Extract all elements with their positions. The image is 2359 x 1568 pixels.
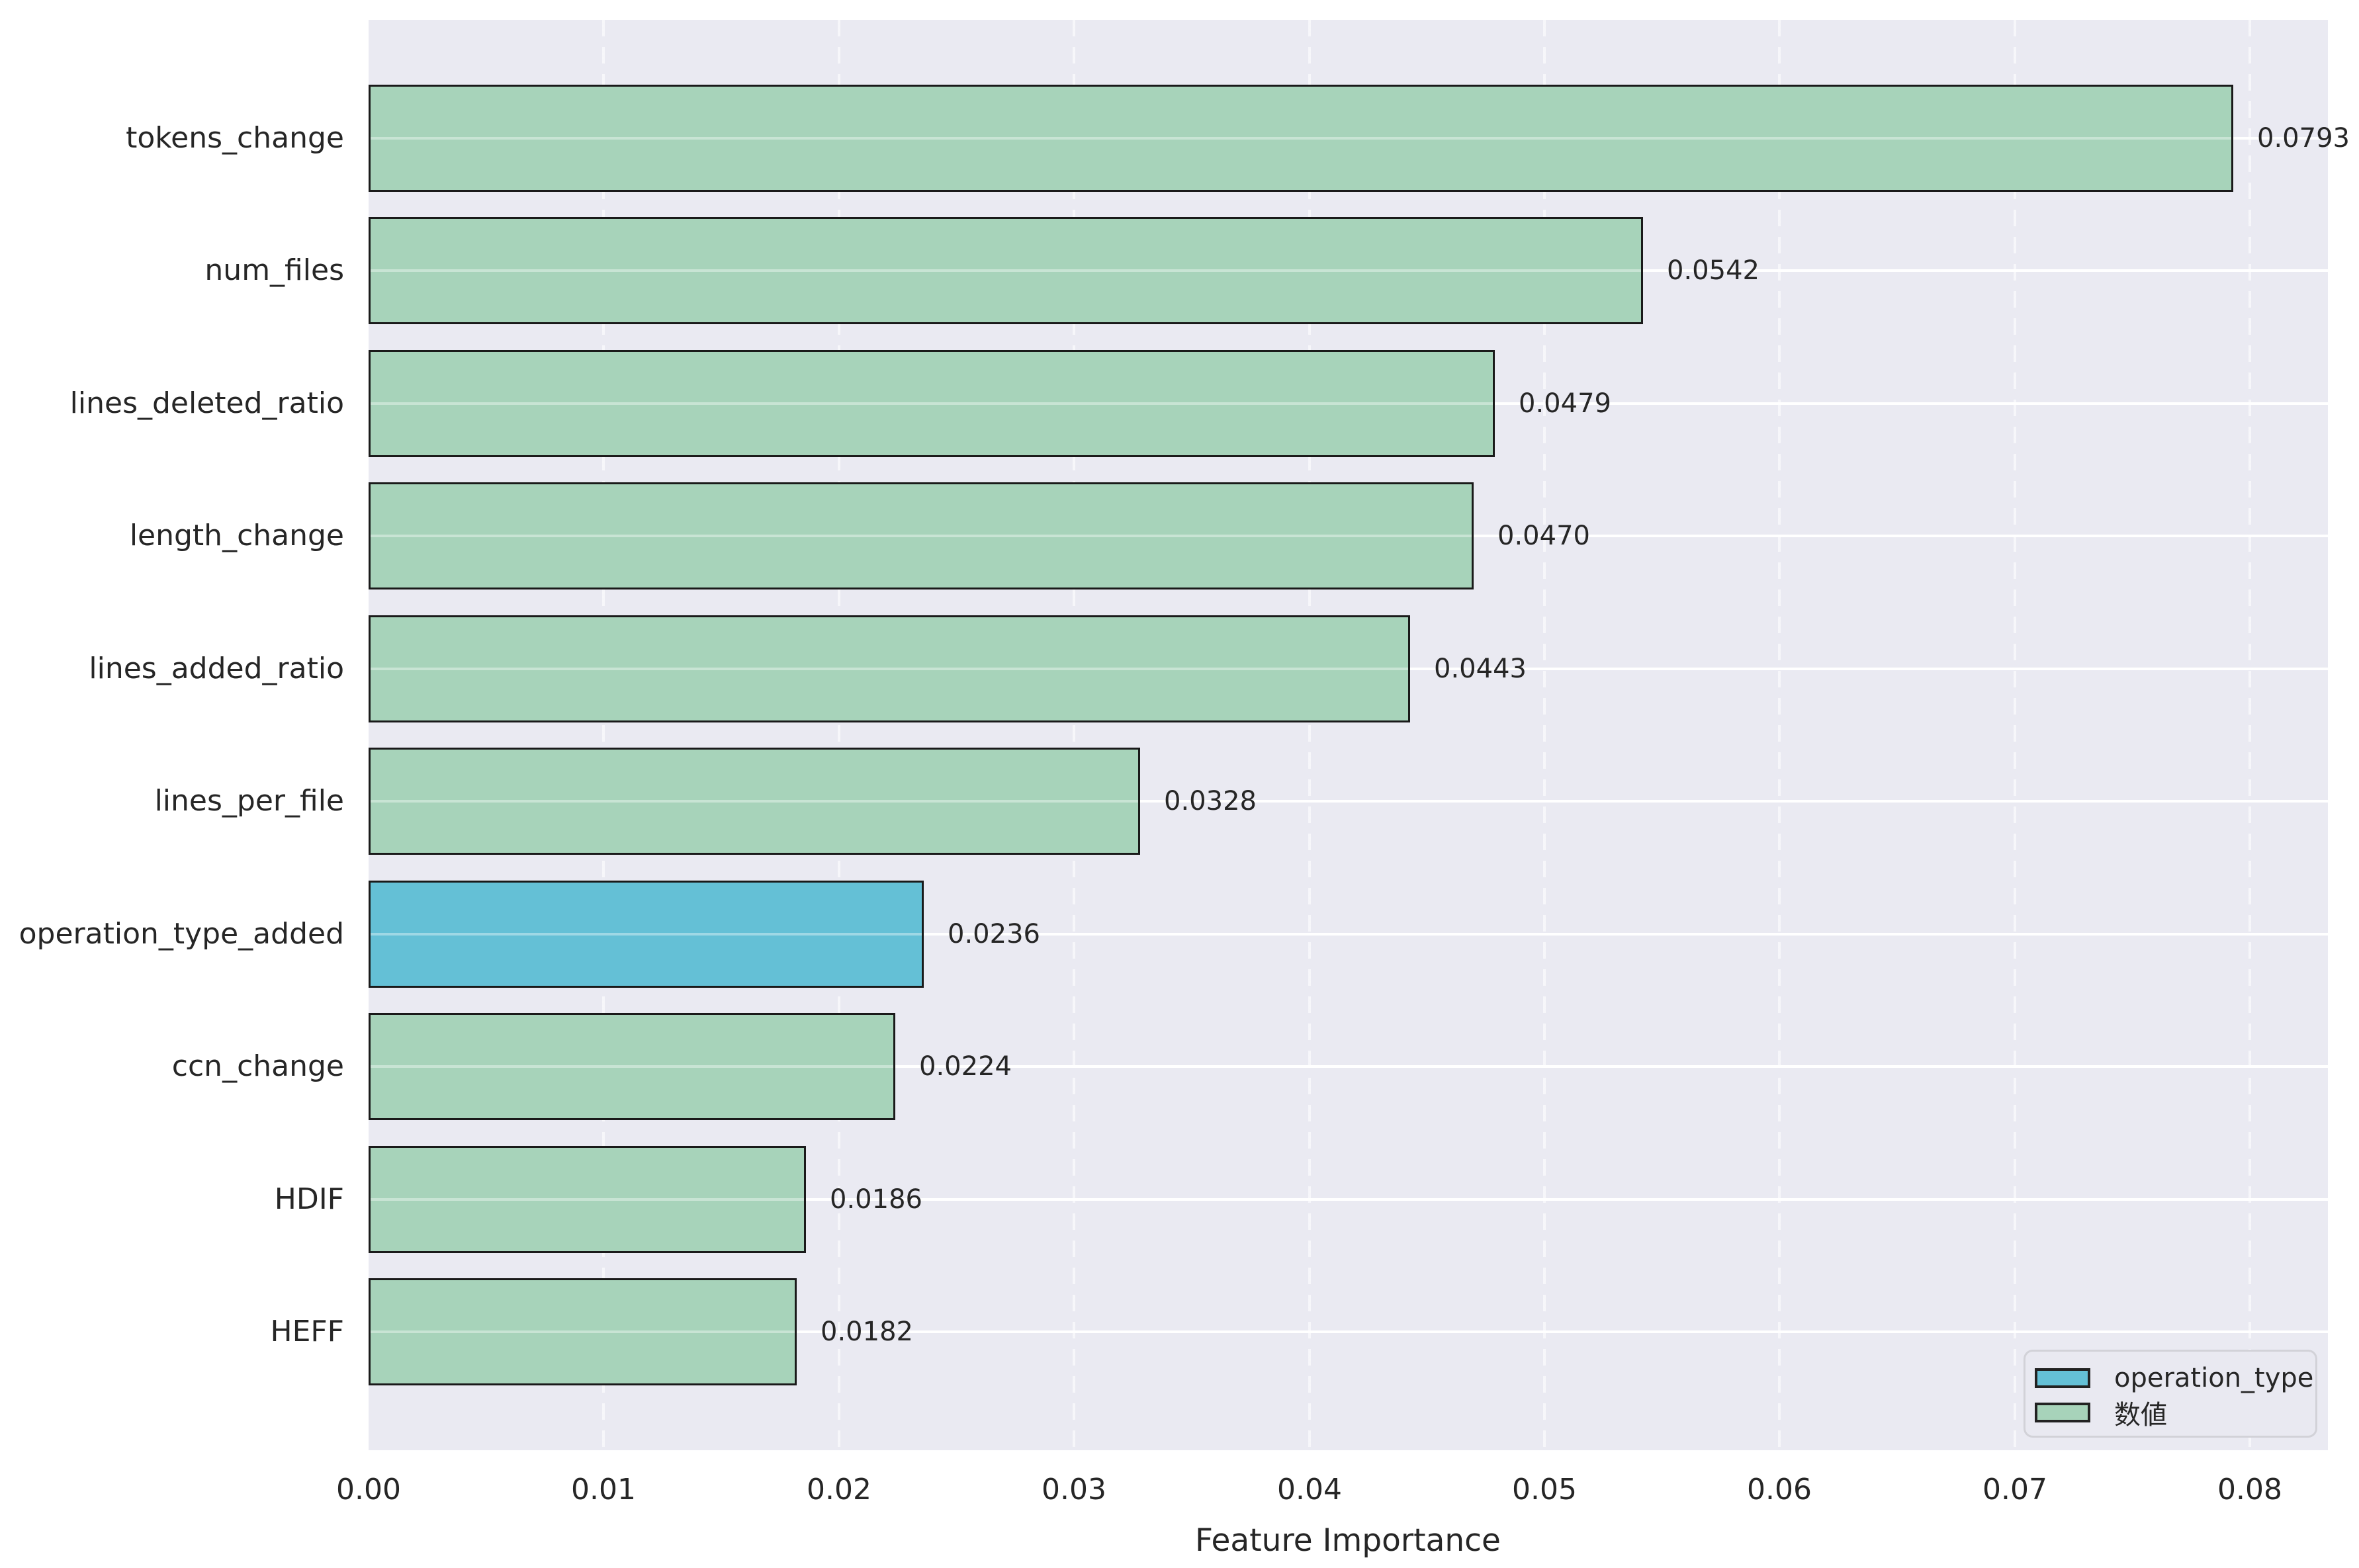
bar-gridline-overlay: [371, 933, 922, 936]
bar-gridline-overlay: [371, 1330, 795, 1333]
bar-value-label: 0.0443: [1434, 654, 1527, 684]
x-gridline: [602, 20, 605, 1450]
bar-value-label: 0.0479: [1519, 388, 1611, 419]
bar-num_files: [369, 217, 1643, 324]
legend-label: operation_type: [2114, 1363, 2314, 1393]
x-gridline: [838, 20, 840, 1450]
y-gridline: [369, 1065, 2328, 1068]
x-tick-label-0.06: 0.06: [1747, 1473, 1812, 1506]
bar-value-label: 0.0793: [2257, 123, 2350, 153]
y-gridline: [369, 1198, 2328, 1201]
y-tick-label-HEFF: HEFF: [270, 1315, 344, 1348]
x-axis-title: Feature Importance: [1195, 1522, 1501, 1559]
legend-swatch-icon: [2035, 1403, 2090, 1422]
bar-value-label: 0.0470: [1497, 521, 1590, 551]
x-tick-label-0.08: 0.08: [2217, 1473, 2282, 1506]
bar-value-label: 0.0224: [919, 1051, 1012, 1082]
y-gridline: [369, 933, 2328, 936]
bar-gridline-overlay: [371, 269, 1641, 272]
y-tick-label-HDIF: HDIF: [274, 1182, 344, 1216]
x-gridline: [2248, 20, 2251, 1450]
y-gridline: [369, 800, 2328, 803]
bar-operation_type_added: [369, 881, 924, 988]
x-gridline: [2014, 20, 2016, 1450]
bar-lines_added_ratio: [369, 615, 1410, 722]
y-tick-label-num_files: num_files: [204, 253, 344, 287]
y-tick-label-tokens_change: tokens_change: [126, 121, 344, 155]
bar-gridline-overlay: [371, 402, 1493, 405]
bar-gridline-overlay: [371, 668, 1408, 670]
bar-tokens_change: [369, 85, 2233, 192]
bar-lines_per_file: [369, 748, 1140, 855]
bar-value-label: 0.0182: [821, 1317, 913, 1347]
legend-entry: operation_type: [2035, 1361, 2315, 1395]
legend-entry: 数値: [2035, 1395, 2315, 1430]
bar-value-label: 0.0186: [830, 1184, 922, 1215]
bar-gridline-overlay: [371, 535, 1472, 537]
x-tick-label-0.07: 0.07: [1982, 1473, 2047, 1506]
y-gridline: [369, 1330, 2328, 1333]
x-gridline: [1543, 20, 1546, 1450]
y-tick-label-lines_deleted_ratio: lines_deleted_ratio: [69, 386, 344, 420]
bar-ccn_change: [369, 1013, 895, 1120]
bar-gridline-overlay: [371, 1065, 893, 1068]
y-tick-label-lines_added_ratio: lines_added_ratio: [89, 652, 344, 685]
bar-value-label: 0.0236: [948, 919, 1040, 949]
bar-HEFF: [369, 1278, 797, 1385]
y-tick-label-lines_per_file: lines_per_file: [154, 784, 344, 818]
legend-label: 数値: [2114, 1400, 2167, 1430]
x-gridline: [1308, 20, 1311, 1450]
bar-gridline-overlay: [371, 137, 2231, 140]
y-tick-label-operation_type_added: operation_type_added: [19, 917, 344, 951]
x-tick-label-0.00: 0.00: [336, 1473, 401, 1506]
x-tick-label-0.05: 0.05: [1512, 1473, 1577, 1506]
x-tick-label-0.04: 0.04: [1277, 1473, 1342, 1506]
bar-gridline-overlay: [371, 800, 1138, 803]
plot-area: 0.0793 0.0542 0.0479 0.0470 0.0443 0.0328 0.02…: [369, 20, 2350, 1450]
bar-lines_deleted_ratio: [369, 350, 1495, 457]
y-tick-label-ccn_change: ccn_change: [171, 1049, 344, 1083]
bar-value-label: 0.0542: [1667, 255, 1759, 286]
y-tick-label-length_change: length_change: [129, 519, 344, 552]
x-gridline: [1073, 20, 1075, 1450]
bar-HDIF: [369, 1146, 806, 1253]
bar-length_change: [369, 482, 1474, 589]
legend: operation_type 数値: [2024, 1350, 2317, 1438]
legend-swatch-icon: [2035, 1368, 2090, 1388]
bar-value-label: 0.0328: [1164, 786, 1257, 816]
bar-gridline-overlay: [371, 1198, 804, 1201]
x-tick-label-0.02: 0.02: [807, 1473, 871, 1506]
x-tick-label-0.03: 0.03: [1042, 1473, 1106, 1506]
x-tick-label-0.01: 0.01: [571, 1473, 636, 1506]
x-gridline: [1778, 20, 1781, 1450]
